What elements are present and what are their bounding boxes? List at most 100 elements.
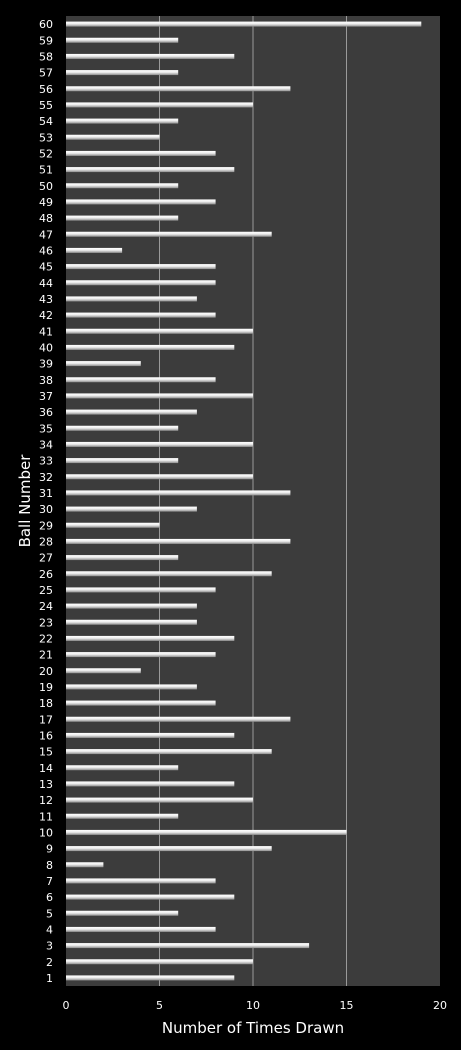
y-tick-label: 25: [39, 584, 53, 597]
bar-ball-4: [66, 926, 216, 932]
y-tick-label: 41: [39, 325, 53, 338]
bar-ball-57: [66, 70, 179, 76]
bar-ball-14: [66, 765, 179, 771]
bar-ball-51: [66, 167, 235, 173]
y-tick-label: 11: [39, 810, 53, 823]
y-tick-label: 16: [39, 729, 53, 742]
bar-ball-36: [66, 409, 197, 415]
y-tick-label: 47: [39, 228, 53, 241]
bar-ball-46: [66, 247, 123, 253]
y-tick-label: 20: [39, 665, 53, 678]
y-tick-label: 21: [39, 649, 53, 662]
y-tick-label: 19: [39, 681, 53, 694]
y-tick-label: 6: [46, 891, 53, 904]
bar-ball-58: [66, 53, 235, 59]
bar-ball-28: [66, 538, 291, 544]
y-tick-label: 59: [39, 34, 53, 47]
y-tick-label: 48: [39, 212, 53, 225]
y-tick-label: 8: [46, 859, 53, 872]
y-tick-label: 36: [39, 406, 53, 419]
y-tick-label: 54: [39, 115, 53, 128]
bar-ball-41: [66, 328, 253, 334]
bar-ball-25: [66, 587, 216, 593]
bar-ball-39: [66, 361, 141, 367]
bar-ball-40: [66, 344, 235, 350]
y-tick-label: 40: [39, 341, 53, 354]
bar-ball-33: [66, 458, 179, 464]
bar-ball-43: [66, 296, 197, 302]
bar-ball-55: [66, 102, 253, 108]
y-tick-label: 4: [46, 923, 53, 936]
bar-ball-45: [66, 264, 216, 270]
bar-ball-50: [66, 183, 179, 189]
y-tick-label: 33: [39, 455, 53, 468]
y-tick-label: 42: [39, 309, 53, 322]
y-tick-label: 30: [39, 503, 53, 516]
bar-ball-34: [66, 441, 253, 447]
bar-ball-38: [66, 377, 216, 383]
y-tick-label: 43: [39, 293, 53, 306]
bar-ball-6: [66, 894, 235, 900]
bars: [66, 21, 422, 981]
bar-ball-17: [66, 716, 291, 722]
y-tick-label: 29: [39, 519, 53, 532]
y-tick-label: 49: [39, 196, 53, 209]
y-tick-label: 56: [39, 83, 53, 96]
bar-ball-7: [66, 878, 216, 884]
bar-ball-29: [66, 522, 160, 528]
y-tick-label: 9: [46, 843, 53, 856]
y-tick-label: 23: [39, 616, 53, 629]
y-tick-label: 7: [46, 875, 53, 888]
bar-ball-26: [66, 571, 272, 577]
y-tick-label: 58: [39, 50, 53, 63]
y-tick-label: 39: [39, 358, 53, 371]
x-tick-label: 0: [63, 999, 70, 1012]
y-tick-label: 55: [39, 99, 53, 112]
bar-ball-18: [66, 700, 216, 706]
y-tick-labels: 1234567891011121314151617181920212223242…: [39, 18, 53, 985]
bar-ball-2: [66, 959, 253, 965]
bar-ball-44: [66, 280, 216, 286]
y-tick-label: 18: [39, 697, 53, 710]
bar-ball-11: [66, 813, 179, 819]
bar-ball-9: [66, 846, 272, 852]
y-tick-label: 15: [39, 746, 53, 759]
gridlines: [159, 16, 347, 986]
bar-ball-16: [66, 732, 235, 738]
y-tick-label: 51: [39, 164, 53, 177]
bar-ball-1: [66, 975, 235, 981]
bar-ball-22: [66, 635, 235, 641]
bar-ball-21: [66, 652, 216, 658]
bar-ball-27: [66, 555, 179, 561]
x-tick-label: 15: [340, 999, 354, 1012]
bar-ball-30: [66, 506, 197, 512]
bar-ball-15: [66, 749, 272, 755]
x-tick-label: 10: [246, 999, 260, 1012]
y-tick-label: 35: [39, 422, 53, 435]
bar-ball-20: [66, 668, 141, 674]
y-axis-title: Ball Number: [16, 454, 34, 548]
x-tick-label: 5: [156, 999, 163, 1012]
y-tick-label: 60: [39, 18, 53, 31]
bar-ball-3: [66, 943, 310, 949]
y-tick-label: 31: [39, 487, 53, 500]
y-tick-label: 52: [39, 147, 53, 160]
bar-ball-49: [66, 199, 216, 205]
bar-ball-12: [66, 797, 253, 803]
y-tick-label: 1: [46, 972, 53, 985]
bar-ball-53: [66, 134, 160, 140]
y-tick-label: 45: [39, 261, 53, 274]
y-tick-label: 46: [39, 244, 53, 257]
y-tick-label: 22: [39, 632, 53, 645]
y-tick-label: 38: [39, 374, 53, 387]
bar-ball-56: [66, 86, 291, 92]
bar-ball-35: [66, 425, 179, 431]
y-tick-label: 10: [39, 826, 53, 839]
y-tick-label: 57: [39, 67, 53, 80]
bar-ball-23: [66, 619, 197, 625]
y-tick-label: 14: [39, 762, 53, 775]
bar-ball-52: [66, 150, 216, 156]
y-tick-label: 2: [46, 956, 53, 969]
bar-ball-5: [66, 910, 179, 916]
y-tick-label: 3: [46, 940, 53, 953]
